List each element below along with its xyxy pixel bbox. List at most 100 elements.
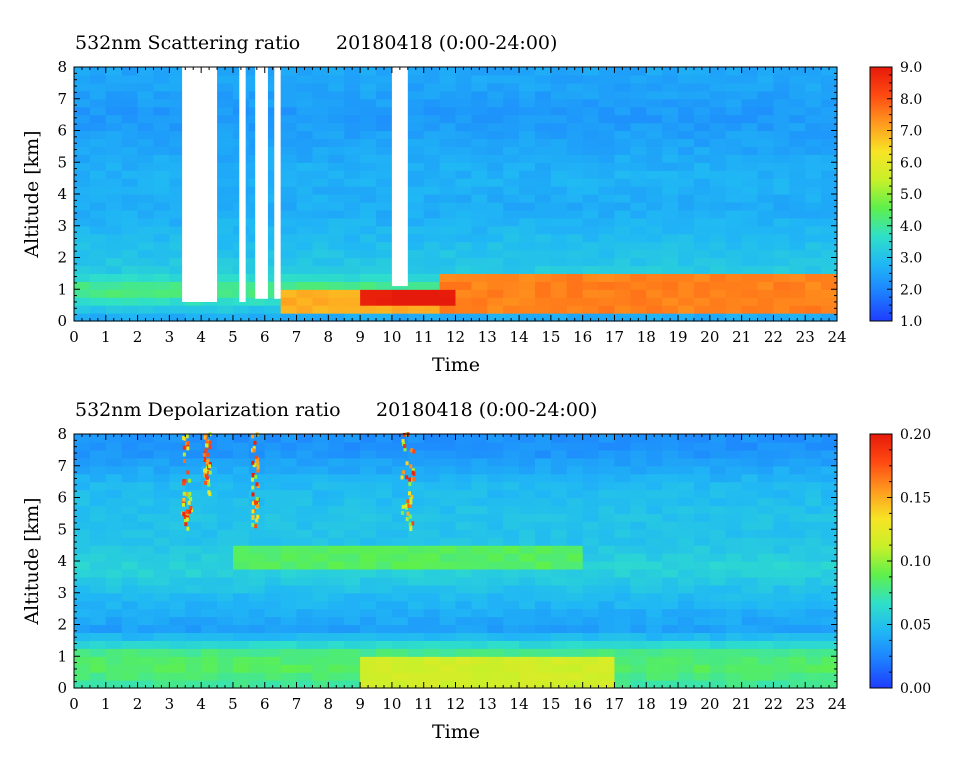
heatmap-cell [519, 90, 536, 100]
heatmap-cell [137, 305, 155, 314]
y-tick-label: 8 [57, 425, 67, 443]
heatmap-cell [757, 434, 775, 443]
y-tick-label: 2 [57, 616, 67, 634]
heatmap-cell [121, 194, 139, 203]
heatmap-cell [487, 305, 504, 314]
heatmap-cell [89, 122, 107, 132]
heatmap-cell [630, 648, 647, 657]
heatmap-cell [614, 265, 631, 274]
heatmap-cell [709, 225, 727, 235]
heatmap-cell [328, 600, 345, 610]
heatmap-cell [789, 194, 806, 203]
heatmap-cell [614, 584, 631, 594]
heatmap-cell [550, 162, 568, 171]
heatmap-cell [423, 130, 441, 140]
heatmap-cell [757, 305, 775, 314]
heatmap-cell [153, 281, 170, 290]
heatmap-cell [376, 67, 393, 76]
heatmap-cell [646, 67, 663, 76]
heatmap-cell [105, 74, 123, 84]
heatmap-cell [89, 313, 107, 322]
heatmap-cell [328, 67, 345, 76]
heatmap-cell [376, 561, 393, 570]
x-tick-label: 23 [796, 695, 815, 713]
heatmap-cell [566, 82, 584, 92]
heatmap-cell [741, 640, 759, 649]
heatmap-cell [821, 98, 838, 108]
heatmap-cell [376, 672, 393, 681]
heatmap-cell [678, 265, 695, 274]
heatmap-cell [566, 313, 584, 322]
heatmap-cell [550, 561, 568, 570]
heatmap-cell [344, 608, 361, 618]
heatmap-cell [312, 265, 329, 274]
heatmap-cell [805, 138, 822, 147]
heatmap-cell [153, 130, 170, 140]
heatmap-cell [757, 672, 775, 681]
heatmap-cell [519, 67, 536, 76]
heatmap-cell [598, 561, 616, 570]
heatmap-cell [741, 473, 759, 483]
heatmap-cell [630, 624, 647, 634]
heatmap-cell [821, 313, 838, 322]
heatmap-cell [630, 289, 647, 298]
heatmap-cell [773, 209, 790, 219]
heatmap-cell [391, 513, 409, 522]
heatmap-cell [423, 600, 441, 610]
heatmap-cell [582, 162, 600, 171]
heatmap-cell [725, 233, 743, 243]
heatmap-cell [821, 74, 838, 84]
heatmap-cell [725, 154, 743, 163]
heatmap-cell [471, 584, 488, 594]
heatmap-cell [678, 154, 695, 163]
heatmap-cell [566, 664, 584, 673]
heatmap-cell [439, 449, 457, 459]
heatmap-cell [169, 529, 186, 538]
heatmap-cell [391, 441, 409, 451]
heatmap-cell [169, 273, 186, 282]
heatmap-cell [821, 473, 838, 483]
heatmap-cell [153, 521, 170, 530]
heatmap-cell [709, 632, 727, 641]
heatmap-cell [471, 648, 488, 657]
heatmap-cell [328, 273, 345, 282]
heatmap-cell [550, 672, 568, 681]
heatmap-cell [471, 672, 488, 681]
cloud-column [274, 67, 281, 299]
heatmap-cell [391, 584, 409, 594]
heatmap-cell [439, 664, 457, 673]
heatmap-cell [741, 313, 759, 322]
heatmap-cell [503, 489, 520, 499]
heatmap-cell [773, 67, 790, 76]
heatmap-cell [232, 529, 250, 538]
heatmap-cell [789, 138, 806, 147]
heatmap-cell [312, 561, 329, 570]
heatmap-cell [439, 632, 457, 641]
heatmap-cell [137, 664, 155, 673]
heatmap-cell [789, 656, 806, 665]
heatmap-cell [407, 584, 425, 594]
heatmap-cell [344, 225, 361, 235]
heatmap-cell [217, 130, 234, 140]
heatmap-cell [201, 632, 218, 641]
heatmap-cell [614, 313, 631, 322]
heatmap-cell [121, 249, 139, 259]
heatmap-cell [693, 489, 711, 499]
heatmap-cell [662, 146, 679, 155]
heatmap-cell [693, 680, 711, 689]
heatmap-cell [693, 624, 711, 634]
heatmap-cell [789, 465, 806, 475]
heatmap-cell [74, 553, 91, 562]
heatmap-cell [201, 465, 218, 475]
heatmap-cell [423, 553, 441, 562]
heatmap-cell [391, 521, 409, 530]
heatmap-cell [328, 74, 345, 84]
heatmap-cell [566, 561, 584, 570]
heatmap-cell [566, 186, 584, 195]
heatmap-cell [550, 178, 568, 187]
heatmap-cell [439, 289, 457, 298]
heatmap-cell [630, 273, 647, 282]
heatmap-cell [662, 473, 679, 483]
heatmap-cell [391, 449, 409, 459]
heatmap-cell [89, 146, 107, 155]
